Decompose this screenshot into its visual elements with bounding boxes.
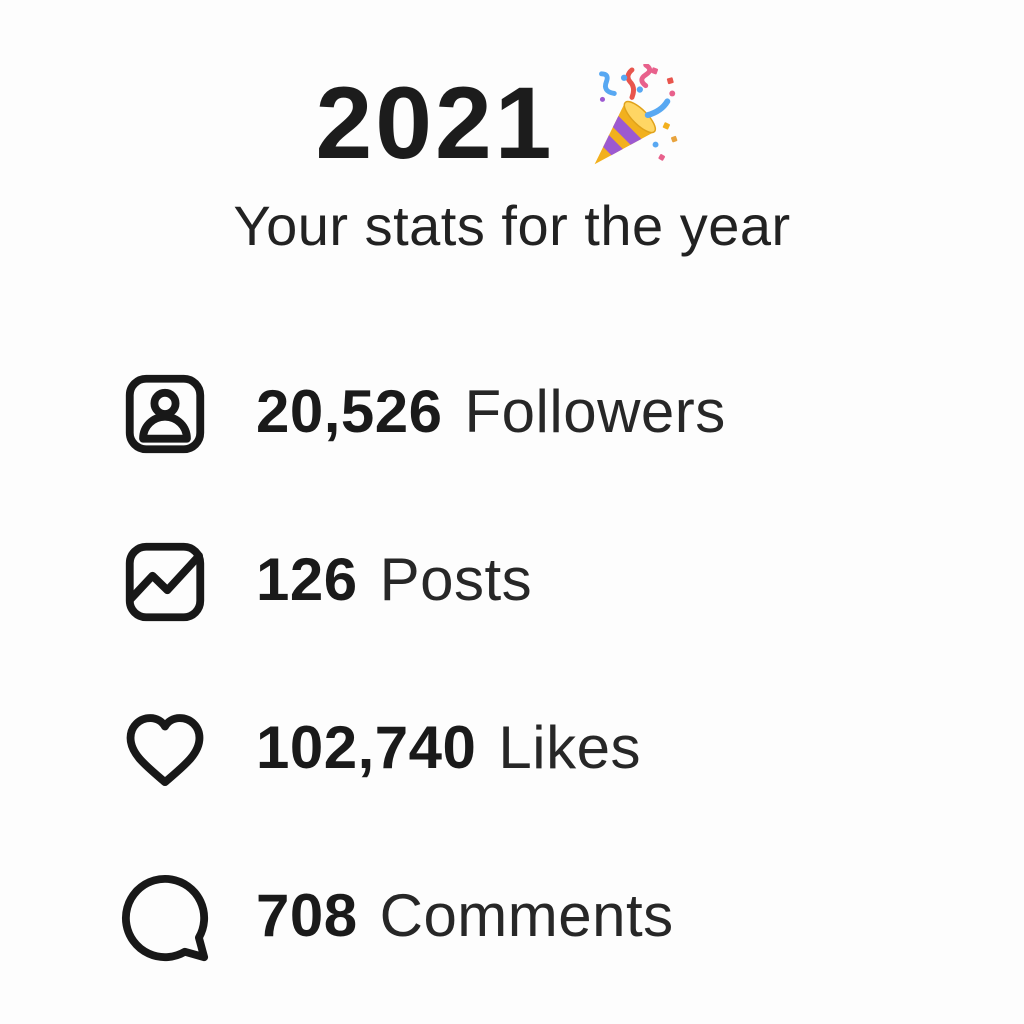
stat-text: 102,740 Likes [256, 718, 641, 782]
stat-value: 126 [256, 546, 358, 613]
stat-row-followers: 20,526 Followers [118, 368, 1024, 460]
stat-label: Posts [379, 546, 533, 613]
comment-icon [118, 871, 212, 965]
stat-label: Followers [464, 378, 726, 445]
page-title: 2021 [315, 66, 555, 180]
stat-value: 102,740 [256, 714, 477, 781]
stat-value: 708 [256, 882, 358, 949]
heart-icon [118, 703, 212, 797]
posts-icon [118, 535, 212, 629]
stat-label: Likes [498, 714, 641, 781]
stat-text: 126 Posts [256, 550, 532, 614]
profile-card-icon [118, 367, 212, 461]
stat-text: 708 Comments [256, 886, 674, 950]
page-subtitle: Your stats for the year [233, 194, 791, 257]
stat-row-comments: 708 Comments [118, 872, 1024, 964]
stat-text: 20,526 Followers [256, 382, 726, 446]
stat-value: 20,526 [256, 378, 443, 445]
party-popper-emoji [576, 64, 684, 178]
stat-row-posts: 126 Posts [118, 536, 1024, 628]
title-row: 2021 [0, 64, 1012, 184]
stat-row-likes: 102,740 Likes [118, 704, 1024, 796]
stats-list: 20,526 Followers 126 Posts 102,740 Likes [118, 368, 1024, 964]
stat-label: Comments [379, 882, 674, 949]
